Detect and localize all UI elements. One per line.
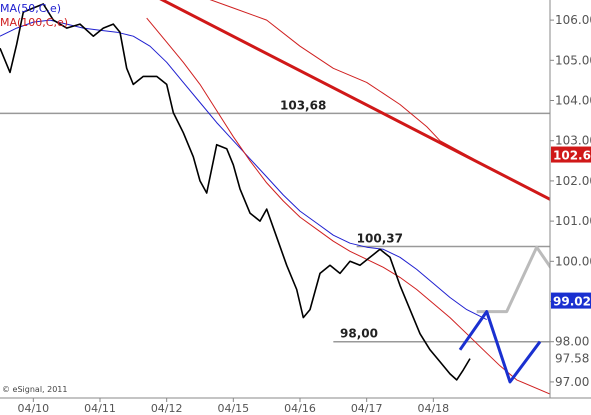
value-badge-label: 99.023	[553, 295, 591, 309]
x-tick-label: 04/12	[151, 402, 183, 415]
level-label: 100,37	[357, 231, 403, 245]
last-price-label: 97.58	[555, 352, 589, 366]
level-label: 98,00	[340, 327, 378, 341]
value-badge	[551, 146, 591, 163]
x-tick-label: 04/11	[84, 402, 116, 415]
legend-entry: MA(50,C,e)	[0, 2, 61, 15]
y-tick-label: 104.00	[555, 94, 591, 108]
x-tick-label: 04/10	[17, 402, 49, 415]
legend-entry: MA(100,C,e)	[0, 16, 68, 29]
annotation-line-3	[159, 0, 550, 201]
level-label: 103,68	[280, 98, 326, 112]
x-tick-label: 04/16	[284, 402, 316, 415]
credit-label: © eSignal, 2011	[2, 385, 67, 394]
y-tick-label: 102.00	[555, 174, 591, 188]
y-tick-label: 101.00	[555, 214, 591, 228]
value-badge-label: 102.656	[553, 149, 591, 163]
y-tick-label: 106.00	[555, 13, 591, 27]
price-series	[0, 3, 471, 381]
value-badge	[551, 292, 591, 309]
x-tick-label: 04/15	[217, 402, 249, 415]
series-ma-50-c-e-	[0, 19, 487, 321]
y-tick-label: 105.00	[555, 53, 591, 67]
y-tick-label: 98.00	[555, 335, 589, 349]
x-tick-label: 04/18	[417, 402, 449, 415]
annotation-line-4	[476, 245, 550, 314]
y-tick-label: 97.00	[555, 375, 589, 389]
y-tick-label: 100.00	[555, 254, 591, 268]
x-tick-label: 04/17	[351, 402, 383, 415]
annotation-line-2	[209, 0, 474, 160]
annotation-line-5	[458, 310, 542, 384]
y-tick-label: 103.00	[555, 134, 591, 148]
